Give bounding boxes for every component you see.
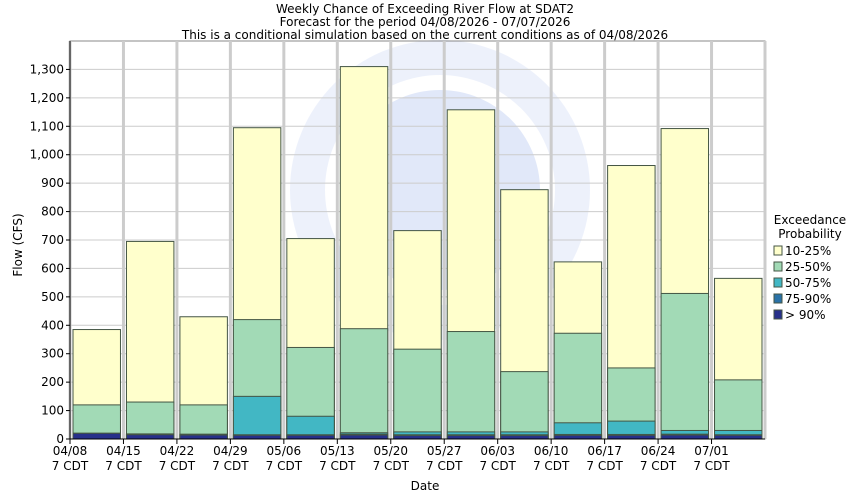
legend-label: 75-90%: [785, 292, 831, 306]
legend: Exceedance Probability 10-25% 25-50% 50-75…: [773, 213, 846, 322]
bar--90--04-29: [232, 434, 282, 440]
y-tick-label: 400: [41, 318, 64, 332]
x-tick-sublabel: 7 CDT: [693, 459, 730, 473]
x-tick-label: 07/01: [694, 444, 729, 458]
y-tick-label: 1,100: [30, 119, 64, 133]
legend-swatch: [773, 245, 783, 256]
x-tick-label: 06/17: [587, 444, 622, 458]
x-tick-label: 05/20: [373, 444, 408, 458]
x-tick-label: 05/27: [427, 444, 462, 458]
bar-25-50--04-22: [179, 404, 228, 440]
x-tick-label: 04/15: [106, 444, 141, 458]
legend-title-1: Exceedance: [774, 213, 846, 227]
y-tick-label: 1,200: [30, 91, 64, 105]
bar--90--06-17: [607, 434, 656, 440]
x-tick-sublabel: 7 CDT: [640, 459, 677, 473]
bar--90--06-03: [500, 435, 549, 440]
y-tick-label: 800: [41, 205, 64, 219]
bar--90--04-22: [179, 434, 228, 440]
x-tick-label: 04/29: [213, 444, 248, 458]
x-axis-label: Date: [411, 479, 440, 493]
x-tick-sublabel: 7 CDT: [533, 459, 570, 473]
bar--90--05-06: [286, 434, 335, 440]
bar--90--06-24: [660, 434, 710, 440]
y-tick-label: 600: [41, 261, 64, 275]
y-tick-label: 500: [41, 290, 64, 304]
x-tick-label: 06/24: [641, 444, 676, 458]
bar-25-50--07-01: [714, 379, 763, 440]
y-tick-label: 100: [41, 404, 64, 418]
bar--90--05-20: [393, 435, 442, 440]
bar-25-50--05-13: [339, 328, 389, 440]
y-tick-label: 0: [56, 432, 64, 446]
y-tick-label: 200: [41, 375, 64, 389]
x-tick-sublabel: 7 CDT: [159, 459, 196, 473]
bar-25-50--06-10: [553, 332, 603, 440]
legend-swatch: [773, 277, 783, 288]
bar-25-50--06-03: [500, 371, 549, 440]
x-tick-label: 05/13: [320, 444, 355, 458]
bar--90--06-10: [553, 434, 603, 440]
bar--90--07-01: [714, 434, 763, 440]
legend-title-2: Probability: [778, 227, 841, 241]
legend-swatch: [773, 261, 783, 272]
y-tick-label: 300: [41, 347, 64, 361]
x-tick-sublabel: 7 CDT: [479, 459, 516, 473]
bar-25-50--05-27: [446, 331, 496, 440]
bar--90--04-15: [125, 434, 175, 440]
legend-swatch: [773, 293, 783, 304]
legend-label: 50-75%: [785, 276, 831, 290]
chart-subtitle-2: This is a conditional simulation based o…: [181, 28, 668, 42]
x-tick-sublabel: 7 CDT: [426, 459, 463, 473]
legend-label: 25-50%: [785, 260, 831, 274]
y-tick-label: 1,300: [30, 62, 64, 76]
chart-subtitle: Forecast for the period 04/08/2026 - 07/…: [280, 15, 571, 29]
y-tick-label: 1,000: [30, 148, 64, 162]
x-tick-sublabel: 7 CDT: [373, 459, 410, 473]
y-tick-label: 900: [41, 176, 64, 190]
x-tick-sublabel: 7 CDT: [105, 459, 142, 473]
x-tick-sublabel: 7 CDT: [52, 459, 89, 473]
x-tick-label: 04/22: [160, 444, 195, 458]
legend-label: 10-25%: [785, 244, 831, 258]
legend-label: > 90%: [785, 308, 826, 322]
y-axis-label: Flow (CFS): [11, 213, 25, 276]
x-tick-label: 05/06: [267, 444, 302, 458]
x-tick-label: 06/10: [534, 444, 569, 458]
x-tick-sublabel: 7 CDT: [319, 459, 356, 473]
bar-25-50--04-15: [125, 401, 175, 440]
bar--90--04-08: [72, 432, 121, 440]
chart-title: Weekly Chance of Exceeding River Flow at…: [276, 2, 574, 16]
x-tick-label: 06/03: [480, 444, 515, 458]
legend-swatch: [773, 309, 783, 320]
bar-25-50--06-24: [660, 292, 710, 440]
bar--90--05-27: [446, 435, 496, 440]
bar-25-50--05-20: [393, 348, 442, 440]
x-tick-label: 04/08: [53, 444, 88, 458]
x-tick-sublabel: 7 CDT: [266, 459, 303, 473]
bar--90--05-13: [339, 434, 389, 440]
x-tick-sublabel: 7 CDT: [212, 459, 249, 473]
bar-50-75--04-29: [232, 395, 282, 440]
x-tick-sublabel: 7 CDT: [586, 459, 623, 473]
y-tick-label: 700: [41, 233, 64, 247]
